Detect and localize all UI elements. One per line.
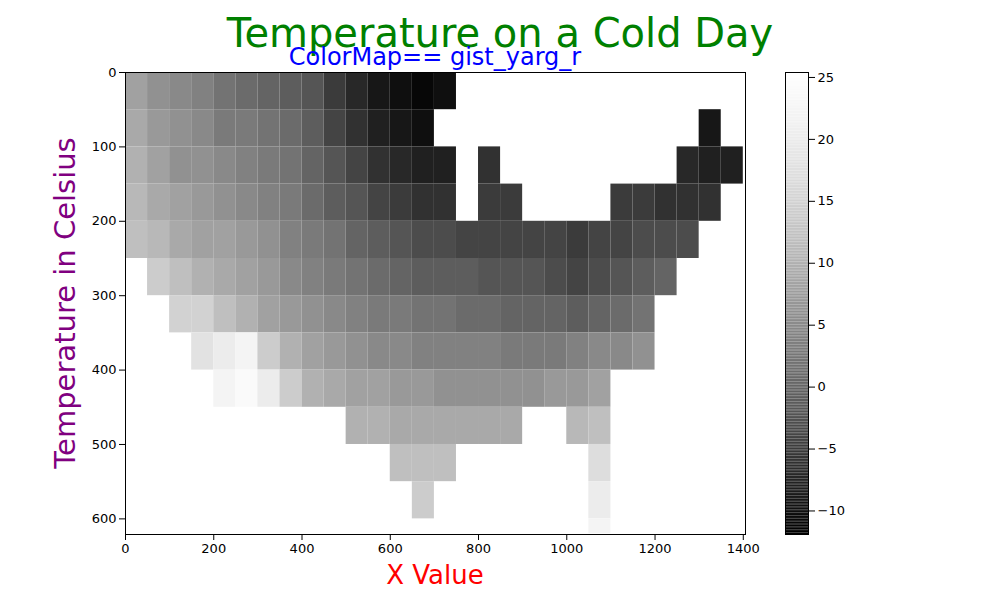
svg-text:Temperature on a Cold Day: Temperature on a Cold Day bbox=[226, 10, 773, 56]
svg-text:X Value: X Value bbox=[386, 560, 483, 590]
svg-text:400: 400 bbox=[92, 362, 117, 377]
svg-text:300: 300 bbox=[92, 288, 117, 303]
svg-text:1200: 1200 bbox=[638, 541, 671, 556]
svg-text:200: 200 bbox=[201, 541, 226, 556]
svg-text:500: 500 bbox=[92, 437, 117, 452]
svg-text:−5: −5 bbox=[818, 441, 837, 456]
svg-text:20: 20 bbox=[818, 132, 835, 147]
svg-text:0: 0 bbox=[818, 379, 826, 394]
svg-text:600: 600 bbox=[92, 511, 117, 526]
svg-text:800: 800 bbox=[466, 541, 491, 556]
svg-text:ColorMap== gist_yarg_r: ColorMap== gist_yarg_r bbox=[289, 43, 582, 71]
svg-text:10: 10 bbox=[818, 255, 835, 270]
svg-text:400: 400 bbox=[290, 541, 315, 556]
svg-text:5: 5 bbox=[818, 317, 826, 332]
svg-text:0: 0 bbox=[108, 65, 116, 80]
svg-text:0: 0 bbox=[121, 541, 129, 556]
svg-text:200: 200 bbox=[92, 213, 117, 228]
svg-text:25: 25 bbox=[818, 70, 835, 85]
svg-text:15: 15 bbox=[818, 193, 835, 208]
svg-text:600: 600 bbox=[378, 541, 403, 556]
svg-text:1000: 1000 bbox=[550, 541, 583, 556]
svg-text:100: 100 bbox=[92, 139, 117, 154]
svg-text:1400: 1400 bbox=[727, 541, 760, 556]
svg-text:Temperature in Celsius: Temperature in Celsius bbox=[48, 137, 82, 469]
svg-text:−10: −10 bbox=[818, 503, 845, 518]
